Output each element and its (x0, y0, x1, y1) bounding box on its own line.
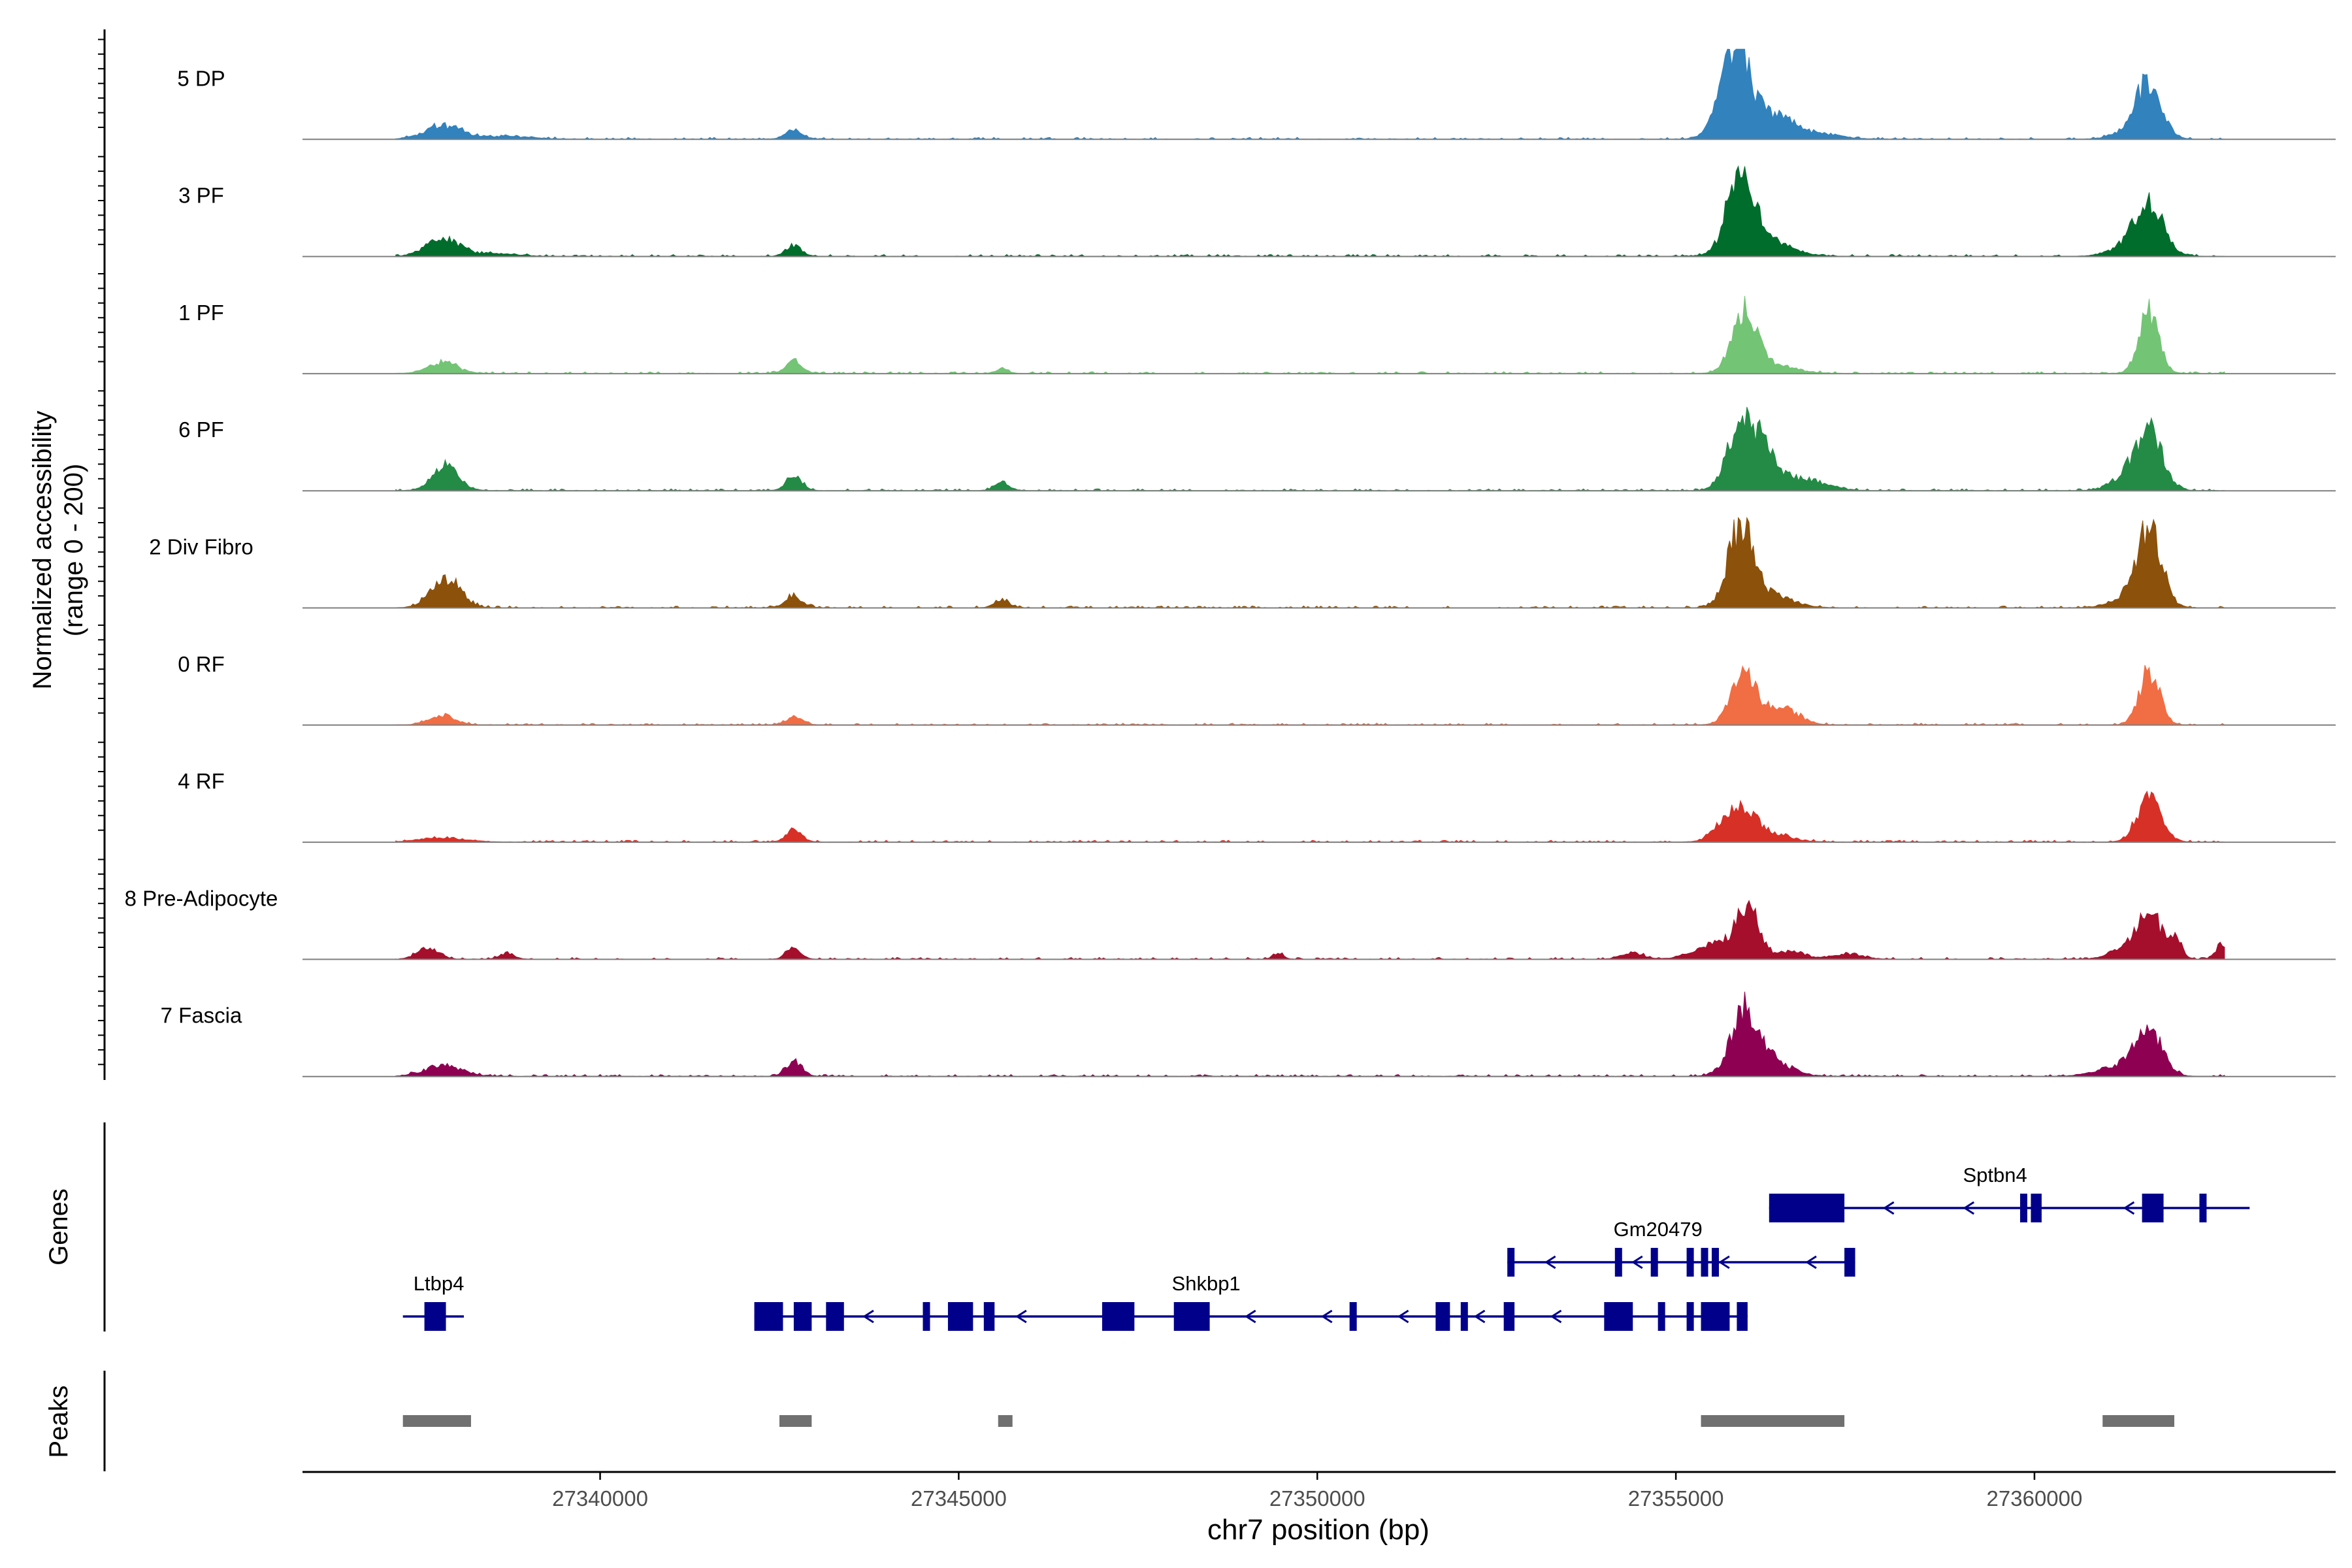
coverage-tracks: 5 DP 3 PF 1 PF 6 PF 2 Div Fibro 0 RF 4 RF 8 Pre… (125, 48, 2336, 1077)
track-5-dp: 5 DP (177, 48, 2336, 140)
track-6-pf: 6 PF (178, 406, 2336, 492)
strand-arrow (1473, 1309, 1486, 1324)
exon (1844, 1248, 1855, 1277)
x-axis-tick-label: 27360000 (1987, 1486, 2083, 1511)
exon (1701, 1248, 1708, 1277)
track-label: 5 DP (177, 66, 225, 90)
exon (1173, 1302, 1210, 1331)
exon (1460, 1302, 1468, 1331)
peak-region (998, 1415, 1013, 1427)
exon (1507, 1248, 1515, 1277)
gene-label: Ltbp4 (414, 1272, 465, 1295)
x-axis-tick-label: 27350000 (1269, 1486, 1365, 1511)
exon (1769, 1194, 1845, 1222)
y-axis-label-line1: Normalized accessibility (28, 411, 57, 690)
strand-arrow (862, 1309, 874, 1324)
coverage-area (395, 991, 2225, 1077)
exon (983, 1302, 995, 1331)
exon (1650, 1248, 1658, 1277)
strand-arrow (2123, 1201, 2135, 1215)
strand-arrow (1550, 1309, 1562, 1324)
exon (2199, 1194, 2207, 1222)
peak-region (1701, 1415, 1845, 1427)
exon (947, 1302, 973, 1331)
strand-arrow (1544, 1255, 1556, 1269)
x-axis-tick-label: 27355000 (1628, 1486, 1724, 1511)
strand-arrow (1320, 1309, 1333, 1324)
exon (2031, 1194, 2042, 1222)
exon (1503, 1302, 1515, 1331)
exon (1737, 1302, 1748, 1331)
exon (1604, 1302, 1633, 1331)
exon (1686, 1248, 1694, 1277)
gene-sptbn4: Sptbn4 (1769, 1164, 2250, 1222)
peaks-panel (402, 1415, 2175, 1427)
strand-arrow (1882, 1201, 1895, 1215)
track-label: 4 RF (178, 769, 225, 793)
exon (1658, 1302, 1665, 1331)
genes-panel-label: Genes (44, 1188, 73, 1266)
track-label: 0 RF (178, 652, 225, 676)
exon (1435, 1302, 1450, 1331)
gene-gm20479: Gm20479 (1507, 1218, 1855, 1277)
track-label: 2 Div Fibro (149, 535, 253, 559)
peak-region (402, 1415, 471, 1427)
exon (1614, 1248, 1622, 1277)
peaks-panel-label: Peaks (44, 1385, 73, 1458)
track-label: 1 PF (178, 301, 224, 325)
genes-panel: Ltbp4 Shkbp1 Gm20479 Sptbn4 (402, 1164, 2250, 1331)
x-axis-label: chr7 position (bp) (1207, 1514, 1429, 1546)
track-7-fascia: 7 Fascia (161, 991, 2336, 1077)
gene-shkbp1: Shkbp1 (754, 1272, 1748, 1331)
track-label: 8 Pre-Adipocyte (125, 886, 278, 910)
strand-arrow (1805, 1255, 1817, 1269)
track-label: 3 PF (178, 184, 224, 208)
track-label: 6 PF (178, 417, 224, 442)
exon (754, 1302, 783, 1331)
track-1-pf: 1 PF (178, 295, 2336, 374)
gene-ltbp4: Ltbp4 (402, 1272, 465, 1331)
peak-region (779, 1415, 812, 1427)
strand-arrow (1963, 1201, 1975, 1215)
exon (1701, 1302, 1730, 1331)
strand-arrow (1718, 1255, 1730, 1269)
strand-arrow (1631, 1255, 1643, 1269)
gene-label: Shkbp1 (1172, 1272, 1241, 1295)
x-axis-tick-label: 27340000 (552, 1486, 648, 1511)
track-0-rf: 0 RF (178, 652, 2336, 726)
track-3-pf: 3 PF (178, 165, 2336, 257)
exon (793, 1302, 812, 1331)
exon (826, 1302, 844, 1331)
exon (1102, 1302, 1135, 1331)
track-2-div-fibro: 2 Div Fibro (149, 516, 2336, 609)
track-label: 7 Fascia (161, 1004, 242, 1028)
exon (424, 1302, 446, 1331)
strand-arrow (1397, 1309, 1409, 1324)
x-axis-tick-label: 27345000 (911, 1486, 1007, 1511)
exon (923, 1302, 930, 1331)
exon (1349, 1302, 1357, 1331)
exon (1711, 1248, 1719, 1277)
gene-label: Gm20479 (1614, 1218, 1703, 1241)
y-axis (98, 29, 106, 1080)
x-axis: 27340000 27345000 27350000 27355000 27360000 (302, 1471, 2336, 1511)
exon (1686, 1302, 1694, 1331)
exon (2020, 1194, 2028, 1222)
strand-arrow (1244, 1309, 1256, 1324)
track-4-rf: 4 RF (178, 769, 2336, 843)
peak-region (2102, 1415, 2175, 1427)
y-axis-label-line2: (range 0 - 200) (59, 464, 88, 637)
strand-arrow (1015, 1309, 1027, 1324)
track-8-pre-adipocyte: 8 Pre-Adipocyte (125, 886, 2336, 960)
exon (2142, 1194, 2164, 1222)
gene-label: Sptbn4 (1963, 1164, 2027, 1186)
